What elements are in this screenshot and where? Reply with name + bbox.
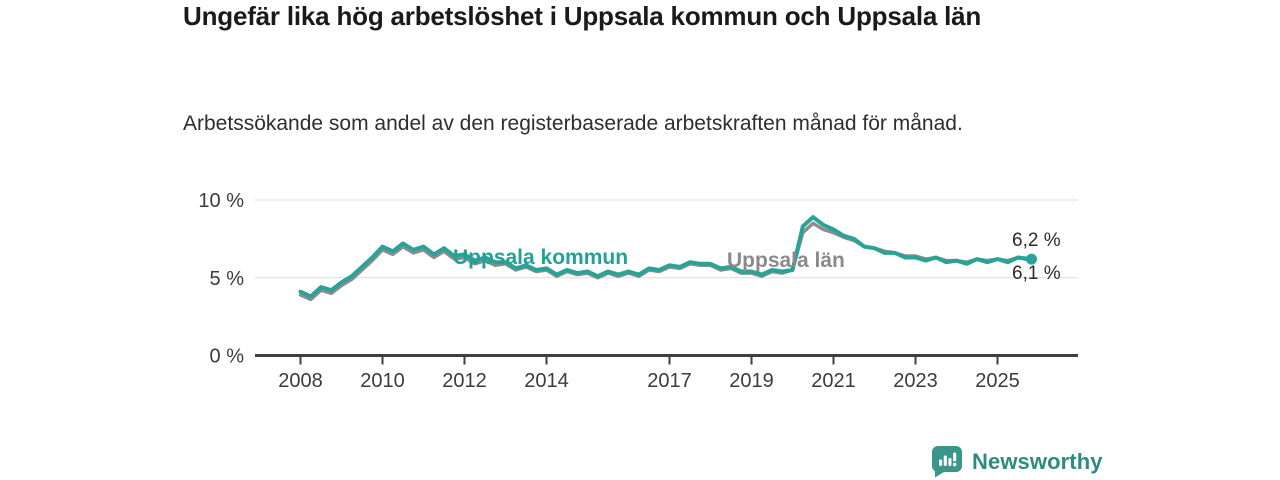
series-label-uppsala-lan: Uppsala län — [727, 249, 845, 272]
x-tick-label: 2008 — [278, 370, 323, 392]
series-line-uppsala-kommun — [298, 215, 1034, 299]
chart-subtitle: Arbetssökande som andel av den registerb… — [183, 112, 963, 135]
newsworthy-brand-text: Newsworthy — [972, 448, 1103, 474]
series-end-dot — [1026, 253, 1038, 265]
x-tick-label: 2014 — [524, 370, 569, 392]
series-label-uppsala-kommun: Uppsala kommun — [453, 246, 629, 269]
y-tick-label: 0 % — [210, 346, 245, 368]
newsworthy-bar-chart-speech-bubble-icon — [932, 446, 962, 478]
x-tick-label: 2019 — [729, 370, 774, 392]
newsworthy-brand-link[interactable]: Newsworthy — [931, 445, 1103, 478]
end-value-label-kommun: 6,2 % — [1012, 230, 1061, 251]
x-tick-label: 2023 — [893, 370, 938, 392]
x-tick-label: 2021 — [811, 370, 856, 392]
y-tick-label: 10 % — [198, 190, 244, 212]
x-tick-label: 2010 — [360, 370, 405, 392]
end-value-label-lan: 6,1 % — [1012, 263, 1061, 284]
chart-title: Ungefär lika hög arbetslöshet i Uppsala … — [183, 1, 982, 31]
x-tick-label: 2025 — [975, 370, 1020, 392]
x-tick-label: 2017 — [647, 370, 692, 392]
y-tick-label: 5 % — [210, 268, 245, 290]
x-tick-label: 2012 — [442, 370, 487, 392]
